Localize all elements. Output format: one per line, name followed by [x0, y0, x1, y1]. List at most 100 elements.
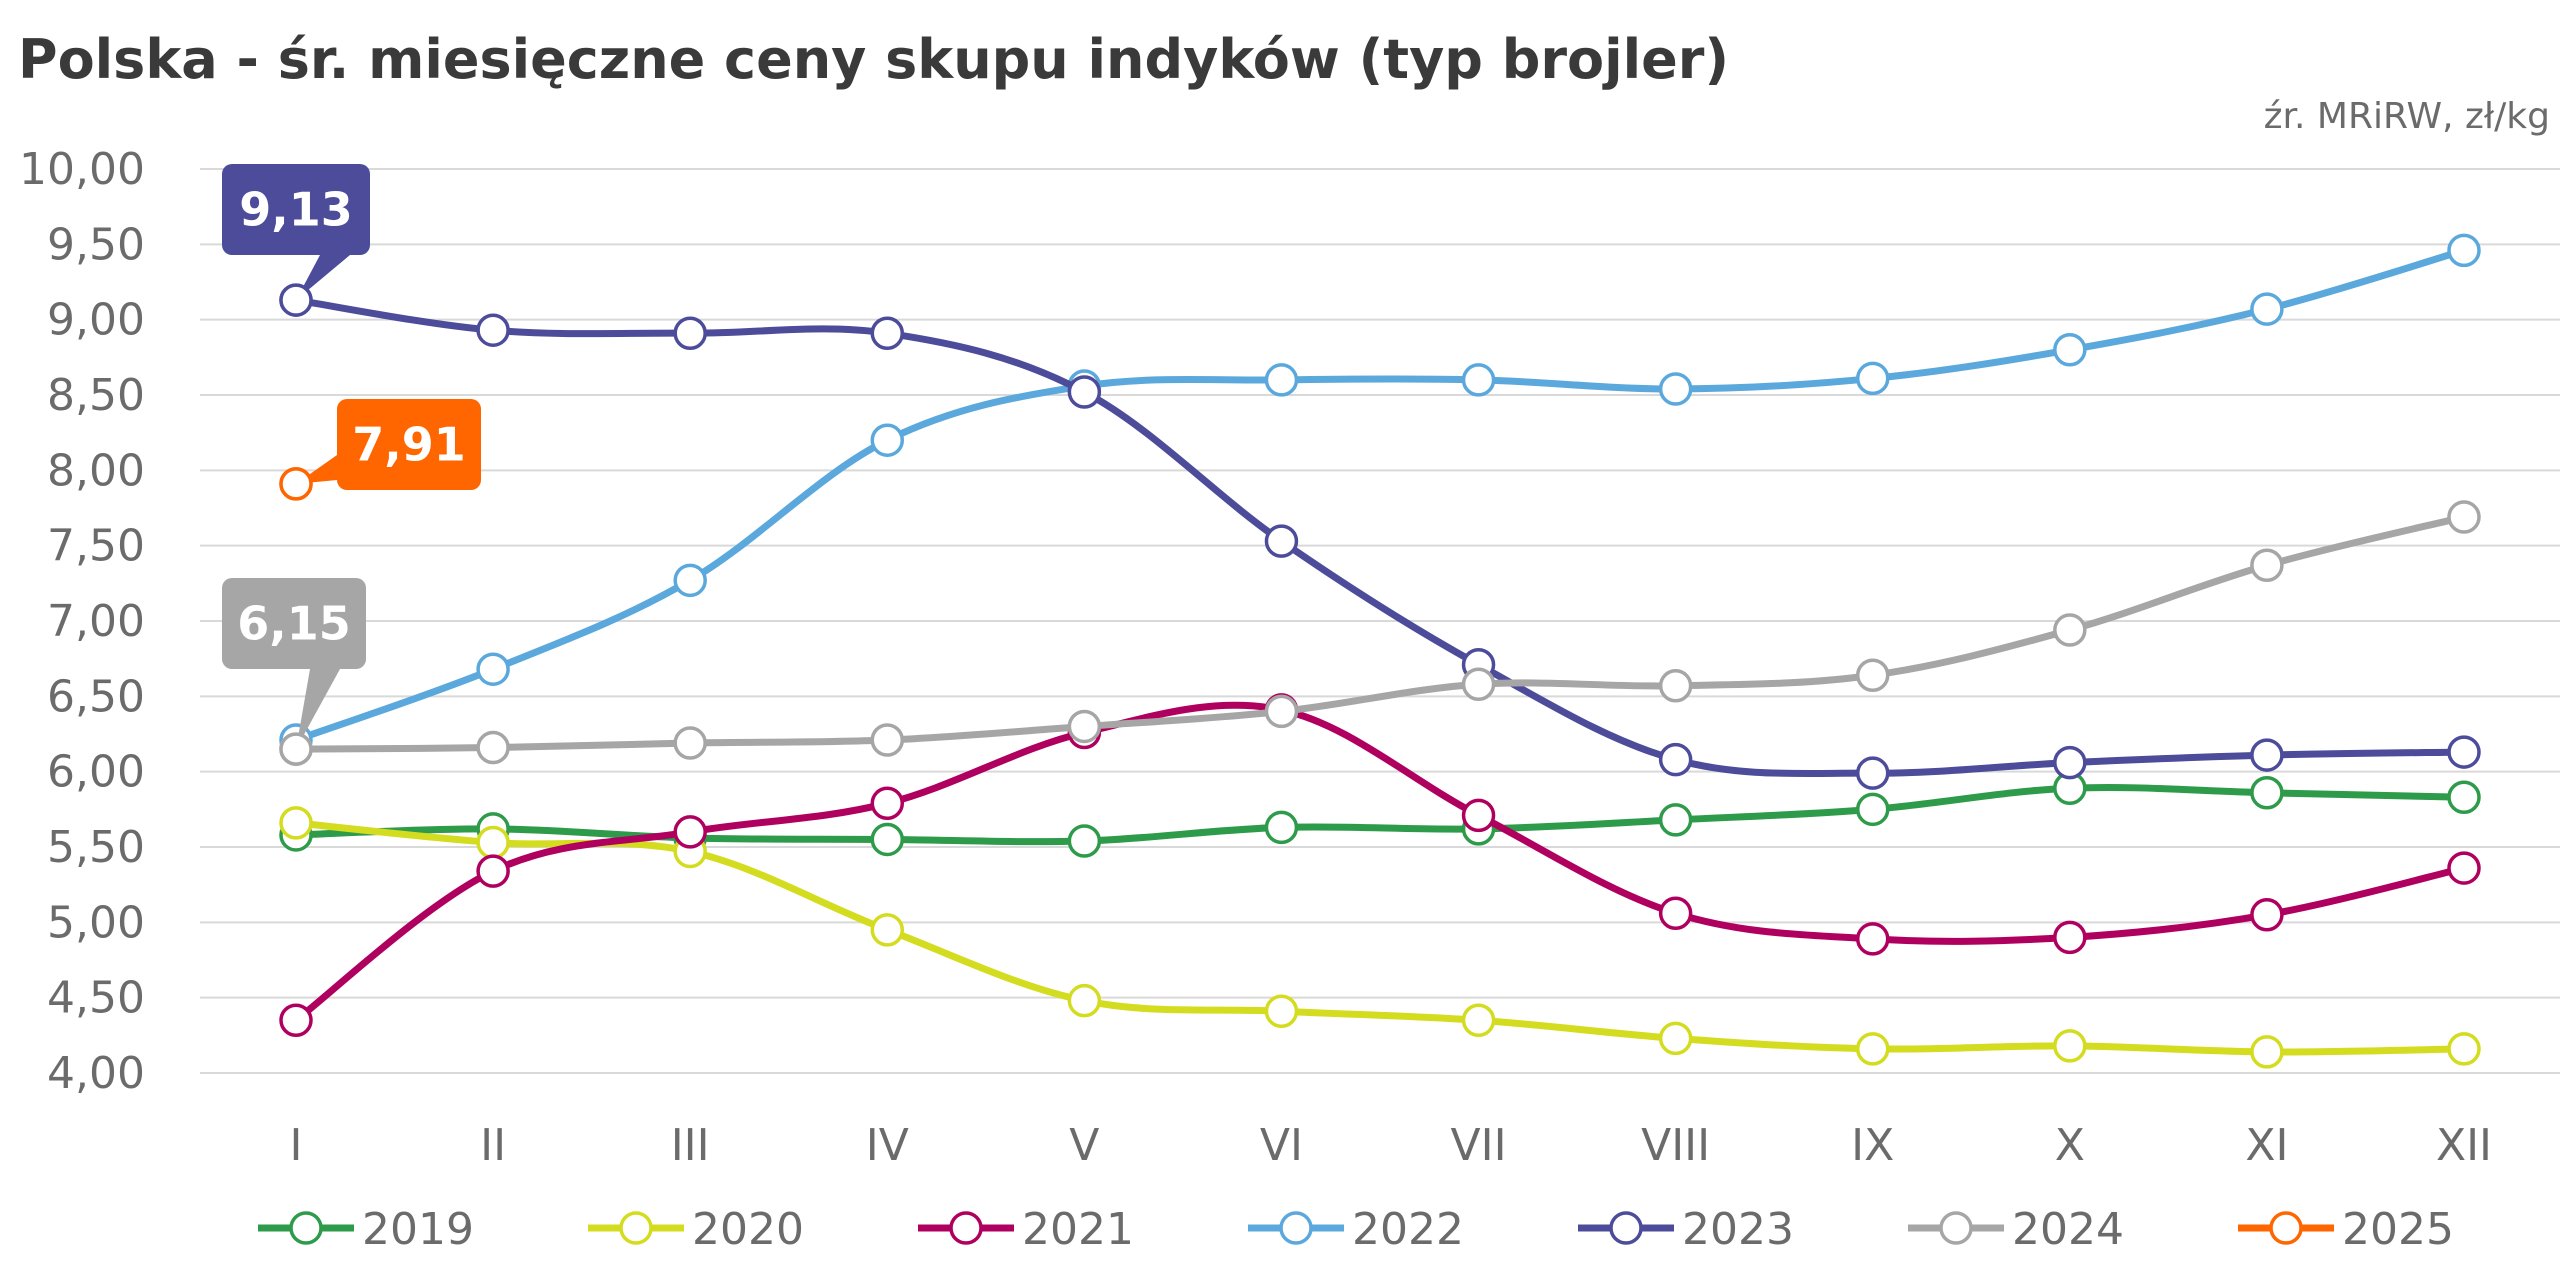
point-2024-VIII — [1658, 669, 1693, 703]
legend-label: 2023 — [1682, 1204, 1794, 1255]
legend-item-2019: 2019 — [258, 1204, 474, 1255]
point-2019-V — [1067, 824, 1102, 858]
y-tick-label: 5,50 — [47, 822, 145, 873]
point-2019-VI — [1264, 810, 1299, 845]
point-2024-XI — [2250, 548, 2284, 583]
legend-item-2020: 2020 — [588, 1204, 804, 1255]
legend-marker — [949, 1211, 983, 1245]
point-2024-VII — [1461, 667, 1496, 702]
x-axis: I II III IV V VI VII VIII IX X XI XII — [290, 1120, 2493, 1171]
line-2019 — [295, 783, 2465, 846]
point-2023-XI — [2250, 738, 2284, 772]
callout-label: 7,91 — [352, 418, 466, 472]
x-tick-label: I — [290, 1120, 303, 1171]
series-2023 — [279, 283, 2481, 790]
y-tick-label: 9,50 — [47, 219, 145, 270]
point-2020-VIII — [1658, 1021, 1693, 1056]
legend-label: 2019 — [362, 1204, 474, 1255]
callout-box — [337, 399, 481, 490]
point-2019-XI — [2250, 776, 2284, 810]
callout-2023: 9,13 — [222, 164, 370, 317]
point-2023-III — [673, 316, 707, 350]
point-2021-IV — [870, 786, 905, 821]
point-2021-XII — [2447, 851, 2481, 885]
line-2023 — [295, 296, 2465, 778]
point-2019-IV — [870, 822, 905, 857]
callout-label: 6,15 — [237, 597, 351, 651]
point-2021-I — [279, 1003, 313, 1038]
y-tick-label: 8,50 — [47, 370, 145, 421]
point-2022-IX — [1855, 361, 1890, 396]
point-2020-I — [279, 806, 313, 840]
y-tick-label: 4,00 — [47, 1048, 145, 1099]
callout-box — [222, 164, 370, 255]
point-2020-IX — [1855, 1032, 1890, 1066]
legend-label: 2020 — [692, 1204, 804, 1255]
legend-label: 2022 — [1352, 1204, 1464, 1255]
legend-item-2022: 2022 — [1248, 1204, 1464, 1255]
callout-point — [279, 283, 313, 317]
point-2023-IX — [1855, 756, 1890, 790]
y-tick-label: 8,00 — [47, 445, 145, 496]
x-tick-label: V — [1069, 1120, 1099, 1171]
y-tick-label: 4,50 — [47, 973, 145, 1024]
point-2020-X — [2053, 1029, 2087, 1063]
point-2022-XII — [2447, 233, 2481, 268]
gridlines — [200, 168, 2560, 1074]
point-2023-V — [1067, 375, 1102, 409]
callout-point — [279, 467, 313, 501]
line-2022 — [294, 247, 2466, 744]
series-2024 — [279, 500, 2481, 766]
point-2022-III — [673, 563, 707, 598]
point-2020-XI — [2250, 1035, 2284, 1069]
series-lines — [279, 233, 2481, 1069]
point-2019-VIII — [1658, 803, 1693, 837]
y-tick-label: 5,00 — [47, 897, 145, 948]
legend-label: 2021 — [1022, 1204, 1134, 1255]
point-2020-IV — [870, 913, 905, 947]
point-2023-X — [2053, 745, 2087, 780]
point-2020-VII — [1461, 1003, 1496, 1038]
legend-marker — [1279, 1211, 1313, 1245]
point-2022-XI — [2250, 292, 2284, 326]
legend-item-2023: 2023 — [1578, 1204, 1794, 1255]
y-tick-label: 7,00 — [47, 596, 145, 647]
point-2021-VII — [1461, 798, 1496, 833]
point-2022-VI — [1264, 363, 1299, 397]
callout-box — [222, 578, 366, 669]
x-tick-label: X — [2055, 1120, 2085, 1171]
point-2023-XII — [2447, 735, 2481, 769]
point-2021-X — [2053, 920, 2087, 955]
x-tick-label: IX — [1851, 1120, 1894, 1171]
point-2021-III — [673, 815, 707, 849]
legend-item-2021: 2021 — [918, 1204, 1134, 1255]
callout-point — [279, 732, 313, 766]
point-2021-XI — [2250, 898, 2284, 932]
series-2022 — [279, 233, 2481, 757]
x-tick-label: XII — [2436, 1120, 2492, 1171]
x-tick-label: VII — [1451, 1120, 1507, 1171]
x-tick-label: II — [480, 1120, 506, 1171]
x-tick-label: III — [671, 1120, 710, 1171]
point-2022-VII — [1461, 363, 1496, 397]
point-2023-VIII — [1658, 742, 1693, 777]
legend-label: 2025 — [2342, 1204, 2454, 1255]
line-2021 — [293, 701, 2465, 1024]
point-2021-IX — [1855, 922, 1890, 956]
point-2024-VI — [1264, 694, 1299, 729]
chart-title: Polska - śr. miesięczne ceny skupu indyk… — [18, 28, 1729, 91]
point-2020-VI — [1264, 994, 1299, 1028]
point-2024-V — [1067, 709, 1102, 744]
legend-marker — [2269, 1211, 2303, 1245]
callout-label: 9,13 — [239, 183, 353, 237]
callout-2025: 7,91 — [279, 399, 481, 501]
point-2020-II — [476, 825, 510, 860]
legend: 2019 2020 2021 2022 2023 2024 2025 — [258, 1204, 2454, 1255]
legend-item-2025: 2025 — [2238, 1204, 2454, 1255]
x-tick-label: XI — [2245, 1120, 2288, 1171]
point-2024-X — [2053, 613, 2087, 647]
point-2024-III — [673, 726, 707, 760]
point-2023-II — [476, 313, 510, 347]
point-2022-X — [2053, 333, 2087, 367]
